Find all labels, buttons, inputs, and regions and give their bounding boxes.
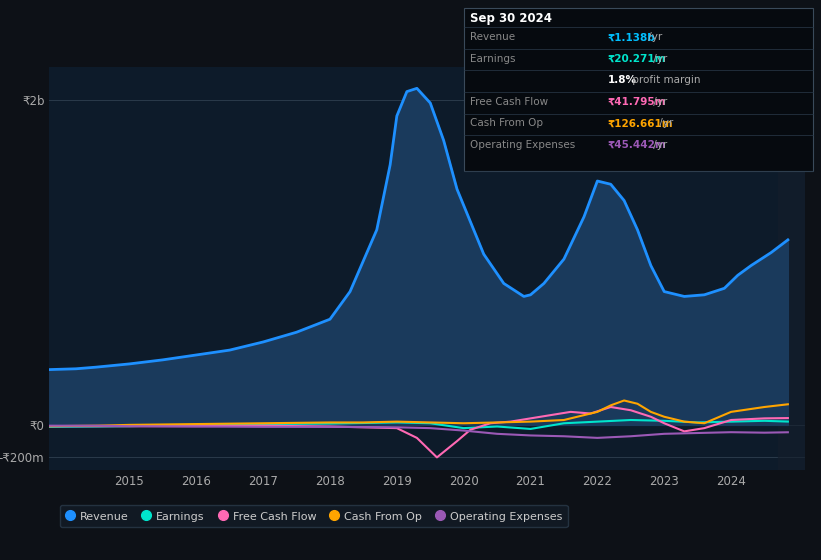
Bar [777, 67, 805, 470]
Text: Free Cash Flow: Free Cash Flow [470, 97, 548, 107]
Text: /yr: /yr [650, 97, 667, 107]
Text: Operating Expenses: Operating Expenses [470, 140, 576, 150]
Text: ₹126.661m: ₹126.661m [608, 119, 673, 128]
Text: /yr: /yr [656, 119, 673, 128]
Text: Cash From Op: Cash From Op [470, 119, 544, 128]
Text: /yr: /yr [645, 32, 663, 43]
Text: /yr: /yr [650, 54, 667, 64]
Text: ₹45.442m: ₹45.442m [608, 140, 667, 150]
Legend: Revenue, Earnings, Free Cash Flow, Cash From Op, Operating Expenses: Revenue, Earnings, Free Cash Flow, Cash … [60, 505, 567, 528]
Text: 1.8%: 1.8% [608, 76, 636, 85]
Text: ₹20.271m: ₹20.271m [608, 54, 666, 64]
Text: Revenue: Revenue [470, 32, 516, 43]
Text: Earnings: Earnings [470, 54, 516, 64]
Text: ₹1.138b: ₹1.138b [608, 32, 655, 43]
Text: /yr: /yr [650, 140, 667, 150]
Text: profit margin: profit margin [629, 76, 700, 85]
Text: Sep 30 2024: Sep 30 2024 [470, 12, 553, 25]
Text: ₹41.795m: ₹41.795m [608, 97, 666, 107]
